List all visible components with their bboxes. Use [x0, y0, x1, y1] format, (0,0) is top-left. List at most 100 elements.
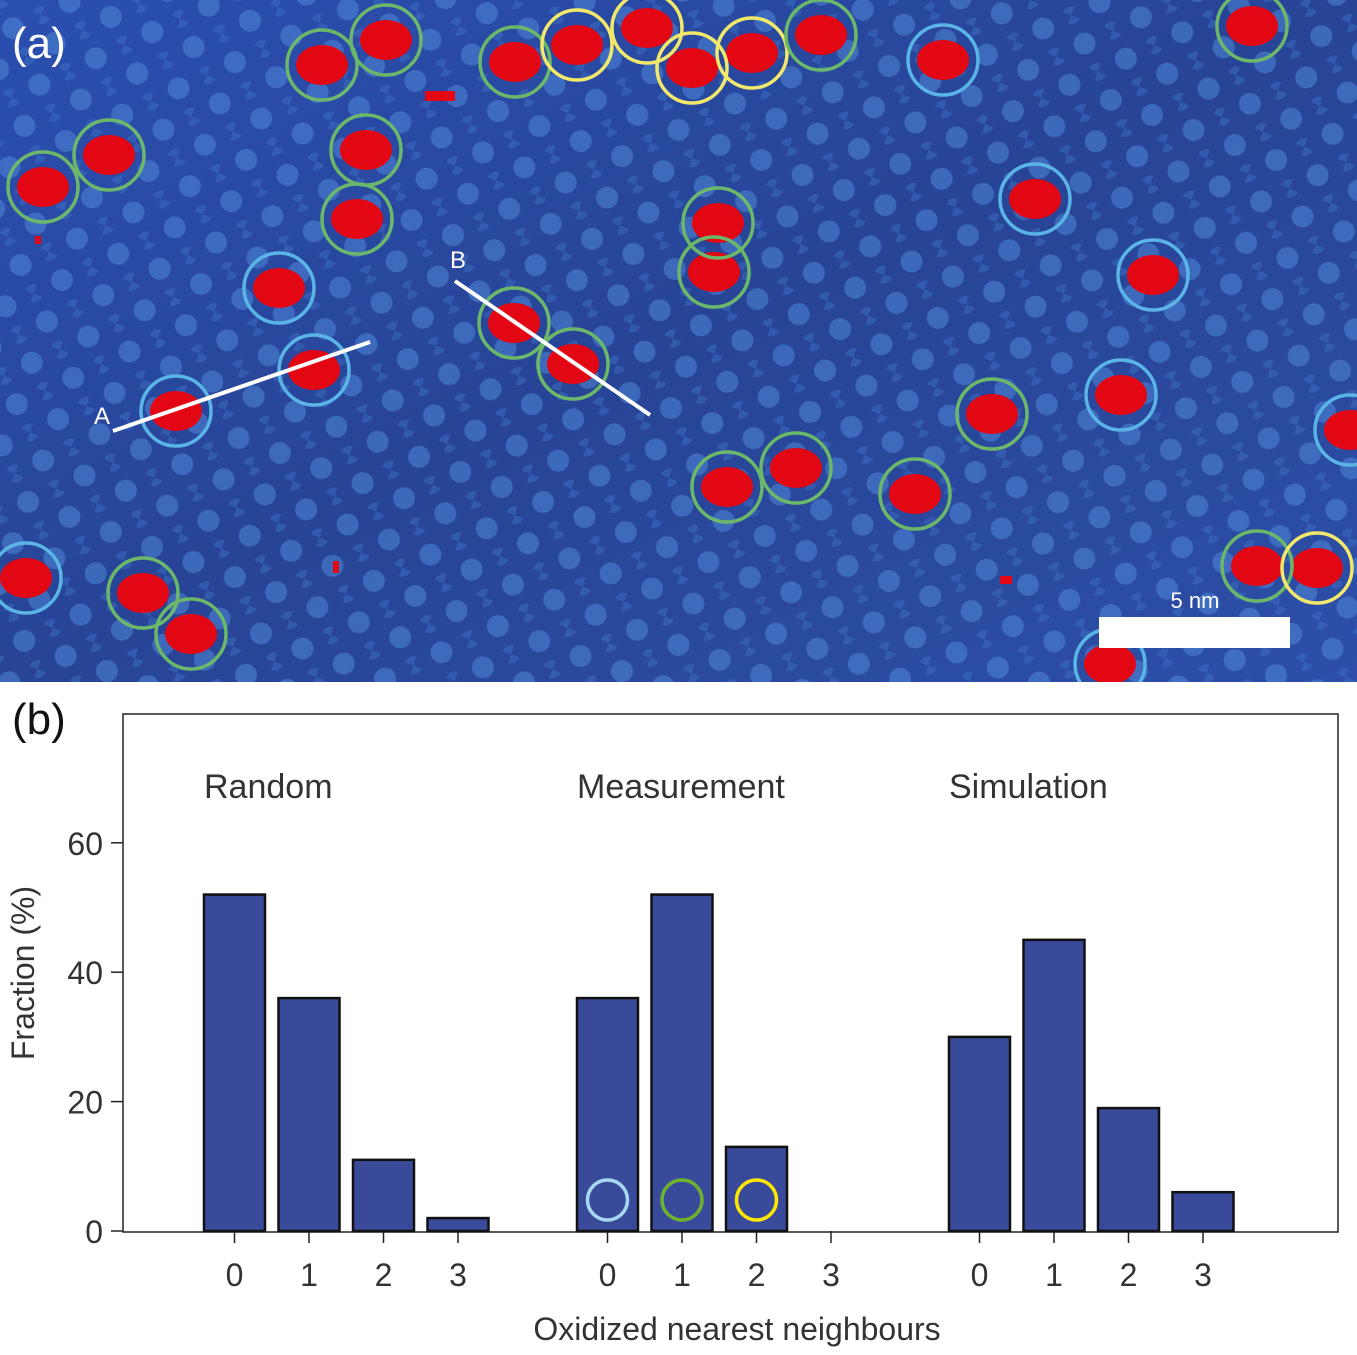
bar: [351, 1158, 416, 1233]
neighbour-ring: [139, 374, 213, 448]
oxidized-site: [340, 130, 392, 170]
bar: [650, 893, 714, 1233]
x-tick-label: 0: [599, 1257, 617, 1293]
oxidized-site: [666, 48, 718, 88]
oxidized-site: [117, 573, 169, 613]
neighbour-ring: [285, 28, 359, 102]
neighbour-ring: [681, 186, 755, 260]
x-tick-label: 3: [1194, 1257, 1212, 1293]
neighbour-ring: [759, 431, 833, 505]
oxidized-site: [360, 20, 412, 60]
oxidized-site: [1084, 644, 1136, 684]
bar: [277, 996, 341, 1233]
oxidized-speck: [35, 236, 41, 244]
x-tick-label: 2: [375, 1257, 393, 1293]
neighbour-ring: [540, 8, 614, 82]
oxidized-site: [331, 199, 383, 239]
x-tick-label: 2: [748, 1257, 766, 1293]
neighbour-ring: [349, 3, 423, 77]
x-tick-label: 3: [449, 1257, 467, 1293]
neighbour-ring: [784, 0, 858, 72]
neighbour-ring: [1215, 0, 1289, 63]
x-tick-label: 0: [971, 1257, 989, 1293]
bar: [426, 1216, 490, 1233]
oxidized-site: [795, 15, 847, 55]
group-label: Random: [204, 768, 333, 806]
bar: [724, 1145, 789, 1233]
neighbour-marker-icon: [660, 1178, 704, 1222]
neighbour-ring: [955, 377, 1029, 451]
oxidized-site: [726, 33, 778, 73]
oxidized-site: [688, 252, 740, 292]
oxidized-site: [165, 614, 217, 654]
group-label: Measurement: [577, 768, 785, 806]
y-tick-label: 20: [67, 1085, 103, 1121]
stm-image-panel: A B 5 nm (a): [0, 0, 1357, 701]
neighbour-ring: [536, 327, 610, 401]
oxidized-site: [1324, 410, 1357, 450]
stm-image: A B 5 nm: [0, 0, 1357, 701]
neighbour-ring: [0, 541, 63, 615]
neighbour-ring: [320, 182, 394, 256]
neighbour-ring: [610, 0, 684, 65]
oxidized-site: [770, 448, 822, 488]
neighbour-ring: [6, 150, 80, 224]
x-tick-label: 2: [1120, 1257, 1138, 1293]
neighbour-ring: [690, 450, 764, 524]
y-axis-label: Fraction (%): [5, 886, 41, 1060]
bar: [947, 1035, 1012, 1233]
x-axis-label: Oxidized nearest neighbours: [533, 1311, 940, 1347]
x-tick-label: 1: [300, 1257, 318, 1293]
oxidized-site: [621, 8, 673, 48]
bar: [1096, 1106, 1161, 1233]
x-tick-label: 1: [673, 1257, 691, 1293]
bar: [202, 893, 267, 1233]
neighbour-ring: [1116, 238, 1190, 312]
oxidized-site: [0, 558, 52, 598]
line-profile-b: [453, 279, 652, 417]
neighbour-ring: [154, 597, 228, 671]
oxidized-site: [1226, 6, 1278, 46]
oxidized-speck: [1000, 576, 1012, 584]
line-label-a: A: [94, 403, 110, 430]
neighbour-ring: [1220, 529, 1294, 603]
x-tick-label: 1: [1045, 1257, 1063, 1293]
neighbour-ring: [906, 23, 980, 97]
neighbour-ring: [478, 25, 552, 99]
line-profile-a: [112, 340, 371, 433]
oxidized-site: [1231, 546, 1283, 586]
oxidized-site: [917, 40, 969, 80]
stm-atom-lattice: [0, 0, 1357, 682]
scale-bar: [1099, 617, 1290, 648]
oxidized-site: [692, 203, 744, 243]
neighbour-ring: [1313, 393, 1357, 467]
oxidized-site: [489, 42, 541, 82]
bar: [575, 996, 640, 1233]
y-tick-label: 0: [85, 1214, 103, 1250]
oxidized-site: [1095, 375, 1147, 415]
line-label-b: B: [450, 247, 466, 274]
neighbour-ring: [72, 118, 146, 192]
oxidized-site: [1291, 548, 1343, 588]
oxidized-speck: [425, 91, 455, 101]
x-tick-label: 3: [822, 1257, 840, 1293]
panel-a-label: (a): [12, 19, 66, 68]
neighbour-ring: [998, 162, 1072, 236]
neighbour-ring: [106, 556, 180, 630]
oxidized-site: [288, 350, 340, 390]
oxidized-site: [889, 474, 941, 514]
x-tick-label: 0: [226, 1257, 244, 1293]
neighbour-ring: [1084, 358, 1158, 432]
bar-chart-panel: 0 20 40 60 0 1 2 3 0 1 2 3 0 1 2 3 Random Measurement Sim…: [0, 682, 1357, 1350]
oxidized-site: [966, 394, 1018, 434]
neighbour-ring: [277, 333, 351, 407]
neighbour-ring: [677, 235, 751, 309]
oxidized-site: [296, 45, 348, 85]
oxidized-site: [83, 135, 135, 175]
neighbour-ring: [1280, 531, 1354, 605]
bar: [1171, 1190, 1235, 1233]
neighbour-ring: [655, 31, 729, 105]
panel-b-label: (b): [12, 695, 66, 744]
y-tick-label: 40: [67, 955, 103, 991]
neighbour-marker-icon: [585, 1178, 630, 1222]
